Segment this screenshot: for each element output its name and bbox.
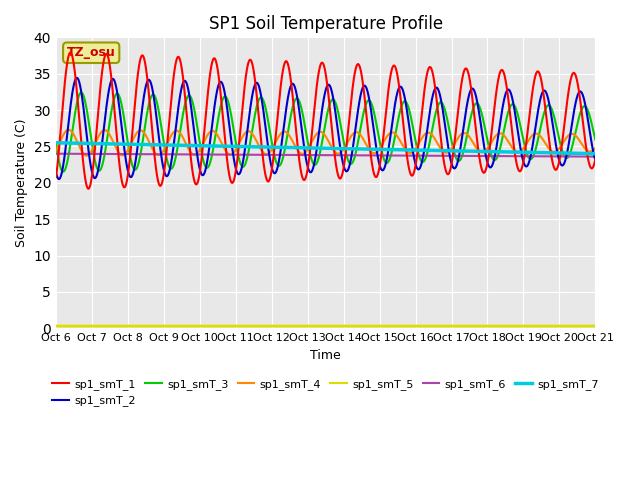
Legend: sp1_smT_1, sp1_smT_2, sp1_smT_3, sp1_smT_4, sp1_smT_5, sp1_smT_6, sp1_smT_7: sp1_smT_1, sp1_smT_2, sp1_smT_3, sp1_smT… [48, 374, 604, 411]
Text: TZ_osu: TZ_osu [67, 46, 116, 59]
Y-axis label: Soil Temperature (C): Soil Temperature (C) [15, 119, 28, 247]
X-axis label: Time: Time [310, 348, 341, 361]
Title: SP1 Soil Temperature Profile: SP1 Soil Temperature Profile [209, 15, 443, 33]
